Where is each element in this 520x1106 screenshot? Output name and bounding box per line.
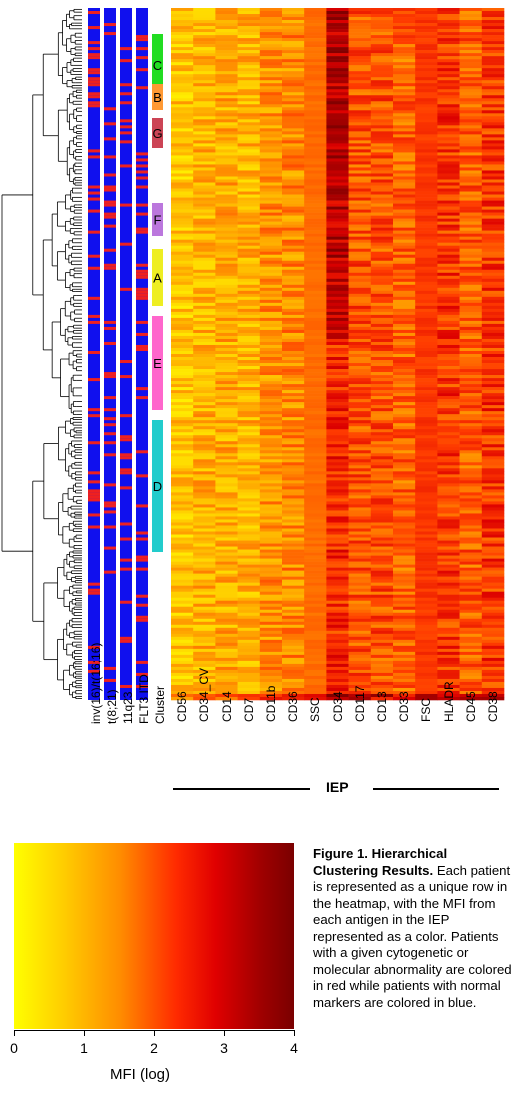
annotation-label-3: FLT3 ITD — [137, 674, 151, 724]
color-scale-tick-2 — [154, 1030, 155, 1036]
column-label-CD36: CD36 — [286, 691, 301, 722]
heatmap-column-SSC — [304, 8, 327, 701]
column-label-CD13: CD13 — [374, 691, 389, 722]
cluster-label-A: A — [153, 271, 162, 286]
color-scale-tick-label-3: 3 — [220, 1040, 228, 1056]
heatmap-column-HLADR — [437, 8, 460, 701]
color-scale-tick-label-0: 0 — [10, 1040, 18, 1056]
heatmap-column-CD14 — [215, 8, 238, 701]
cluster-label-G: G — [152, 126, 162, 141]
dendrogram — [1, 8, 82, 699]
column-label-CD38: CD38 — [485, 691, 500, 722]
cluster-label-C: C — [153, 58, 162, 73]
iep-label: IEP — [326, 779, 349, 795]
heatmap-figure: C B G F A E D — [88, 8, 505, 701]
heatmap-column-CD33 — [393, 8, 416, 701]
column-label-CD11b: CD11b — [263, 685, 278, 722]
annotation-label-1: t(8;21) — [105, 689, 119, 724]
dendrogram-lines — [1, 8, 82, 699]
cluster-block-F: F — [152, 203, 163, 236]
column-label-CD34_CV: CD34_CV — [197, 667, 212, 722]
color-scale-tick-0 — [14, 1030, 15, 1036]
cluster-block-E: E — [152, 316, 163, 410]
heatmap-column-CD13 — [370, 8, 394, 701]
column-label-SSC: SSC — [308, 697, 323, 722]
caption-title: Figure 1. Hierarchical Clustering Result… — [313, 846, 448, 878]
cluster-block-A: A — [152, 249, 163, 306]
column-label-CD33: CD33 — [397, 691, 412, 722]
color-scale-tick-3 — [224, 1030, 225, 1036]
cluster-label-E: E — [153, 356, 162, 371]
annotation-strip-3 — [136, 8, 148, 700]
annotation-label-2: 11q23 — [121, 691, 135, 724]
cluster-block-D: D — [152, 420, 163, 552]
heatmap-column-CD11b — [259, 8, 283, 701]
cluster-block-C: C — [152, 34, 163, 96]
color-scale-tick-4 — [294, 1030, 295, 1036]
column-label-CD7: CD7 — [241, 697, 256, 722]
column-label-HLADR: HLADR — [441, 681, 456, 722]
heatmap-column-CD34 — [326, 8, 349, 701]
color-scale-tick-1 — [84, 1030, 85, 1036]
column-label-CD117: CD117 — [352, 685, 367, 722]
annotation-label-0: inv(16)/t(16;16) — [89, 642, 103, 724]
color-scale-title: MFI (log) — [110, 1066, 170, 1083]
heatmap-column-CD36 — [282, 8, 305, 701]
caption-text: Each patient is represented as a unique … — [313, 862, 512, 1010]
column-label-CD34: CD34 — [330, 691, 345, 722]
heatmap-column-CD7 — [237, 8, 261, 701]
heatmap — [171, 8, 505, 701]
cluster-label-B: B — [153, 90, 162, 105]
color-scale-bar — [14, 843, 294, 1029]
column-label-CD14: CD14 — [219, 691, 234, 722]
annotation-label-4: Cluster — [153, 685, 167, 724]
cluster-label-D: D — [153, 479, 162, 494]
annotation-strip-0 — [88, 8, 100, 700]
iep-line-left — [173, 788, 310, 790]
color-scale-tick-label-4: 4 — [290, 1040, 298, 1056]
heatmap-column-CD38 — [481, 8, 505, 701]
cluster-block-B: B — [152, 84, 163, 110]
annotation-strip-1 — [104, 8, 116, 700]
column-label-CD56: CD56 — [175, 691, 190, 722]
iep-line-right — [373, 788, 499, 790]
heatmap-column-CD117 — [348, 8, 372, 701]
color-scale-tick-label-2: 2 — [150, 1040, 158, 1056]
column-label-CD45: CD45 — [463, 691, 478, 722]
column-label-FSC: FSC — [419, 698, 434, 722]
figure-caption: Figure 1. Hierarchical Clustering Result… — [313, 846, 513, 1011]
annotation-strip-2 — [120, 8, 132, 700]
cluster-block-G: G — [152, 118, 163, 148]
heatmap-column-CD45 — [459, 8, 483, 701]
color-scale-tick-label-1: 1 — [80, 1040, 88, 1056]
heatmap-column-FSC — [415, 8, 438, 701]
heatmap-column-CD34_CV — [193, 8, 216, 701]
heatmap-column-CD56 — [171, 8, 194, 701]
cluster-label-F: F — [154, 213, 162, 228]
